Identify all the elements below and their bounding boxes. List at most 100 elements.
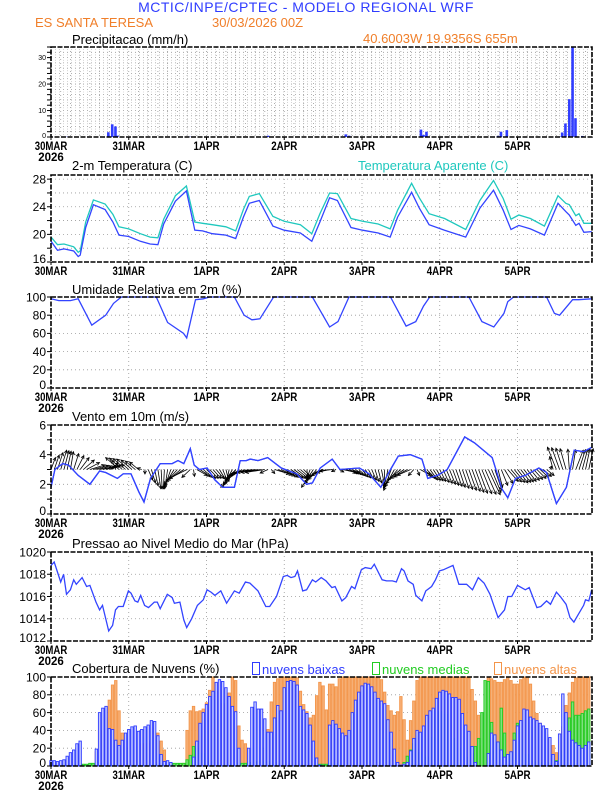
- wind-arrow-head: [152, 479, 157, 484]
- cloud-bar-nuvens-baixas: [272, 717, 277, 767]
- wind-arrow: [301, 469, 314, 489]
- wind-arrow: [566, 448, 570, 470]
- wind-arrow: [112, 458, 126, 470]
- cloud-bar-nuvens-baixas: [153, 721, 157, 767]
- wind-arrow-head: [527, 478, 532, 484]
- cloud-bar-nuvens-baixas: [460, 713, 465, 767]
- cloud-bar-nuvens-baixas: [298, 705, 303, 767]
- wind-arrow: [151, 469, 157, 484]
- wind-arrow-shaft: [510, 469, 522, 483]
- wind-arrow-shaft: [487, 469, 501, 495]
- cloud-bar-nuvens-baixas: [486, 753, 490, 767]
- wind-arrow-head: [385, 479, 390, 485]
- cloud-bar-nuvens-altas: [318, 681, 322, 767]
- x-tick-label: 1APR: [193, 518, 220, 530]
- wind-arrow-shaft: [86, 462, 100, 470]
- x-tick-label: 30MAR: [35, 266, 68, 278]
- wind-arrow-head: [108, 457, 113, 462]
- cloud-bar-nuvens-baixas: [431, 707, 435, 767]
- cloud-bar-nuvens-baixas: [415, 729, 419, 767]
- wind-arrow-head: [550, 472, 555, 476]
- cloud-bar-nuvens-baixas: [140, 729, 144, 767]
- cloud-bar-nuvens-baixas: [314, 757, 319, 767]
- cloud-bar-nuvens-baixas: [373, 691, 377, 767]
- cloud-bar-nuvens-baixas: [292, 681, 296, 767]
- x-tick-label: 5APR: [504, 392, 531, 404]
- wind-arrow-shaft: [70, 451, 74, 470]
- wind-arrow-head: [304, 479, 309, 485]
- cloud-bar-nuvens-baixas: [353, 699, 358, 767]
- legend-high-clouds: nuvens altas: [494, 662, 577, 676]
- precip-bar: [114, 126, 117, 137]
- cloud-bar-nuvens-baixas: [395, 761, 400, 767]
- cloud-bar-nuvens-baixas: [418, 731, 422, 767]
- cloud-bar-nuvens-baixas: [146, 724, 150, 767]
- wind-arrow-shaft: [471, 469, 481, 492]
- cloud-bar-nuvens-baixas: [285, 681, 290, 767]
- x-tick-label: 2APR: [271, 266, 298, 278]
- wind-arrow-head: [136, 467, 141, 471]
- wind-arrow: [559, 447, 567, 470]
- wind-arrow-head: [379, 479, 383, 484]
- cloud-bar-nuvens-baixas: [143, 726, 147, 767]
- precip-bar: [344, 134, 348, 137]
- cloud-bar-nuvens-baixas: [509, 751, 513, 767]
- wind-arrow: [546, 469, 555, 476]
- wind-arrow-shaft: [245, 469, 265, 473]
- clouds-title: Cobertura de Nuvens (%): [72, 661, 220, 676]
- x-tick-label: 1APR: [193, 392, 220, 404]
- cloud-bar-nuvens-baixas: [340, 732, 345, 767]
- wind-arrow-head: [373, 476, 377, 481]
- wind-arrow: [73, 452, 80, 470]
- wind-arrow: [550, 446, 560, 470]
- cloud-bar-nuvens-altas: [402, 719, 406, 767]
- wind-arrow-head: [382, 486, 387, 492]
- x-axis-year: 2026: [38, 152, 64, 164]
- pressure-line: [50, 560, 593, 633]
- precip-panel: 0 10 20 30 30MAR 31MAR 1APR 2APR 3APR 4APR 5APR 202…: [35, 46, 593, 164]
- wind-arrow-head: [231, 470, 237, 475]
- cloud-bar-nuvens-baixas: [302, 709, 306, 767]
- cloud-bar-nuvens-baixas: [204, 704, 209, 767]
- cloud-bar-nuvens-baixas: [331, 720, 335, 767]
- cloud-bar-nuvens-medias: [188, 754, 192, 767]
- wind-arrow: [124, 460, 136, 470]
- cloud-bar-nuvens-baixas: [279, 710, 283, 767]
- wind-arrow: [240, 469, 262, 474]
- wind-arrow-head: [259, 470, 264, 474]
- wind-arrow: [396, 469, 411, 477]
- temperature-title: 2-m Temperatura (C): [72, 158, 193, 173]
- cloud-bar-nuvens-baixas: [217, 679, 222, 767]
- cloud-bar-nuvens-baixas: [250, 706, 254, 767]
- cloud-bar-nuvens-baixas: [389, 731, 393, 767]
- wind-arrow-shaft: [66, 451, 72, 470]
- wind-arrow-head: [493, 490, 497, 496]
- cloud-bar-nuvens-baixas: [127, 729, 131, 767]
- wind-arrow-shaft: [567, 449, 570, 470]
- x-tick-label: 30MAR: [35, 141, 68, 153]
- wind-arrow-head: [550, 446, 555, 452]
- x-tick-label: 5APR: [504, 518, 531, 530]
- wind-arrow-head: [163, 485, 168, 490]
- cloud-bar-nuvens-baixas: [269, 731, 273, 767]
- wind-arrow-shaft: [259, 469, 269, 474]
- cloud-bar-nuvens-baixas: [159, 753, 163, 767]
- cloud-bar-nuvens-baixas: [117, 745, 121, 767]
- cloud-bar-nuvens-baixas: [583, 745, 588, 767]
- wind-arrow: [53, 454, 61, 470]
- cloud-bar-nuvens-baixas: [305, 713, 309, 767]
- precip-bar: [574, 118, 577, 137]
- temperature-panel: 16 20 24 28 30MAR 31MAR 1APR 2APR 3APR 4APR 5APR: [33, 172, 593, 278]
- wind-arrow-shaft: [575, 450, 584, 470]
- wind-arrow-shaft: [572, 449, 576, 470]
- cloud-bar-nuvens-baixas: [52, 760, 56, 767]
- cloud-bar-nuvens-baixas: [75, 743, 79, 767]
- wind-arrow-shaft: [63, 450, 70, 470]
- wind-arrow-shaft: [169, 469, 188, 479]
- cloud-bar-nuvens-baixas: [525, 709, 529, 767]
- wind-arrow: [554, 447, 564, 470]
- y-tick-label: 1014: [19, 612, 46, 626]
- wind-arrow-head: [524, 479, 529, 484]
